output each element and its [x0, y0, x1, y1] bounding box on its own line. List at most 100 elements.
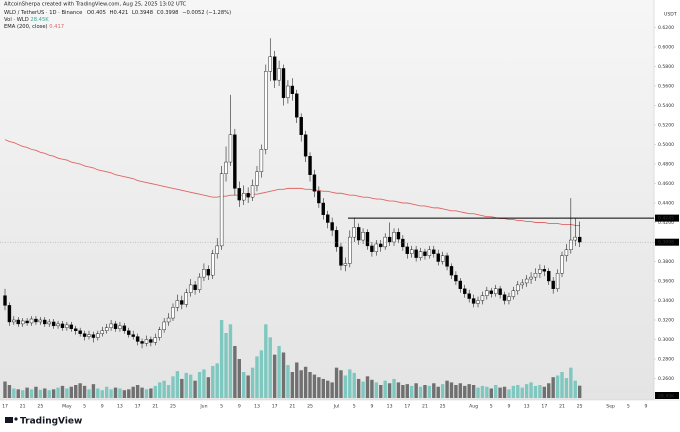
- y-tick-label: 0.2800: [658, 357, 674, 363]
- volume-bar: [237, 359, 241, 398]
- volume-bar: [25, 387, 29, 398]
- volume-bar: [511, 385, 516, 398]
- volume-bar: [564, 378, 569, 398]
- author-line: AltcoinSherpa created with TradingView.c…: [4, 2, 187, 8]
- volume-bar: [392, 378, 396, 398]
- volume-bar: [250, 367, 255, 398]
- volume-bar: [410, 385, 414, 398]
- candle-body: [149, 339, 153, 343]
- x-tick-label: 13: [387, 404, 393, 410]
- volume-bar: [573, 380, 577, 398]
- candle-body: [264, 71, 268, 150]
- volume-bar: [3, 381, 7, 398]
- volume-tag: [655, 392, 679, 399]
- volume-bar: [458, 383, 463, 398]
- volume-bar: [12, 388, 16, 398]
- candle-body: [489, 290, 493, 294]
- volume-bar: [370, 379, 374, 398]
- level-tag-label: 0.4245: [658, 216, 674, 222]
- candle-body: [237, 188, 241, 201]
- candle-body: [91, 334, 96, 338]
- candle-body: [206, 269, 211, 276]
- volume-bar: [485, 386, 489, 398]
- ema-line: EMA (200, close) 0.417: [4, 24, 64, 30]
- volume-value: 28.45: [30, 17, 45, 23]
- volume-tag-unit: K: [671, 393, 675, 399]
- candle-body: [533, 273, 538, 278]
- volume-bar: [34, 386, 38, 398]
- candle-body: [272, 56, 277, 81]
- volume-bar: [65, 388, 69, 398]
- x-tick-label: 21: [152, 404, 158, 410]
- volume-bar: [69, 386, 74, 398]
- volume-bar: [29, 389, 34, 398]
- candle-body: [277, 68, 281, 81]
- volume-bar: [379, 385, 383, 398]
- volume-bar: [493, 385, 498, 398]
- candle-body: [498, 288, 502, 295]
- candle-body: [480, 295, 485, 301]
- volume-bar: [91, 384, 96, 398]
- candle-body: [551, 280, 555, 290]
- candle-body: [374, 243, 379, 252]
- candle-body: [458, 280, 463, 290]
- x-tick-label: 13: [524, 404, 530, 410]
- y-tick-label: 0.5000: [658, 142, 674, 148]
- volume-bar: [264, 324, 268, 398]
- volume-bar: [516, 385, 520, 398]
- volume-bar: [343, 375, 348, 398]
- candle-body: [250, 185, 255, 198]
- candle-body: [321, 202, 325, 215]
- volume-bar: [396, 382, 401, 398]
- volume-bar: [228, 324, 233, 398]
- volume-tag-value: 28.45: [658, 393, 671, 399]
- volume-bar: [299, 370, 303, 398]
- volume-bar: [507, 389, 511, 398]
- candle-body: [215, 245, 219, 254]
- volume-bar: [524, 384, 529, 398]
- x-tick-label: 17: [2, 404, 8, 410]
- volume-bar: [197, 372, 202, 398]
- candle-body: [224, 161, 228, 174]
- x-tick-label: 17: [135, 404, 141, 410]
- y-tick-label: 0.5800: [658, 64, 674, 70]
- candle-body: [326, 214, 330, 223]
- volume-bar: [38, 389, 43, 398]
- candle-body: [78, 330, 82, 334]
- volume-bar: [463, 385, 467, 398]
- volume-bar: [476, 387, 480, 398]
- volume-bar: [326, 380, 330, 398]
- candle-body: [16, 319, 20, 325]
- volume-bar: [356, 378, 361, 398]
- volume-bar: [193, 380, 197, 398]
- candle-body: [113, 323, 118, 329]
- x-tick-label: May: [62, 404, 72, 410]
- volume-bar: [272, 354, 277, 398]
- candle-body: [197, 276, 202, 290]
- x-tick-label: 9: [101, 404, 104, 410]
- x-tick-label: Jul: [333, 404, 340, 410]
- x-tick-label: 25: [577, 404, 583, 410]
- candle-body: [524, 278, 529, 284]
- volume-bar: [427, 385, 432, 398]
- volume-bar: [286, 365, 290, 398]
- volume-bar: [149, 388, 153, 398]
- candle-body: [343, 263, 348, 266]
- x-tick-label: 5: [83, 404, 86, 410]
- volume-bar: [206, 377, 211, 398]
- volume-bar: [219, 320, 224, 398]
- volume-bar: [96, 388, 100, 398]
- volume-bar: [365, 376, 370, 398]
- candle-body: [127, 330, 131, 335]
- candle-body: [175, 300, 180, 308]
- volume-bar: [330, 382, 334, 398]
- level-tag: [655, 214, 679, 222]
- candle-body: [87, 334, 91, 337]
- volume-bar: [312, 374, 317, 398]
- ohlc-label: L: [132, 10, 135, 16]
- candle-body: [34, 318, 38, 323]
- volume-bar: [104, 386, 109, 398]
- candle-body: [445, 255, 449, 267]
- y-tick-label: 0.3600: [658, 279, 674, 285]
